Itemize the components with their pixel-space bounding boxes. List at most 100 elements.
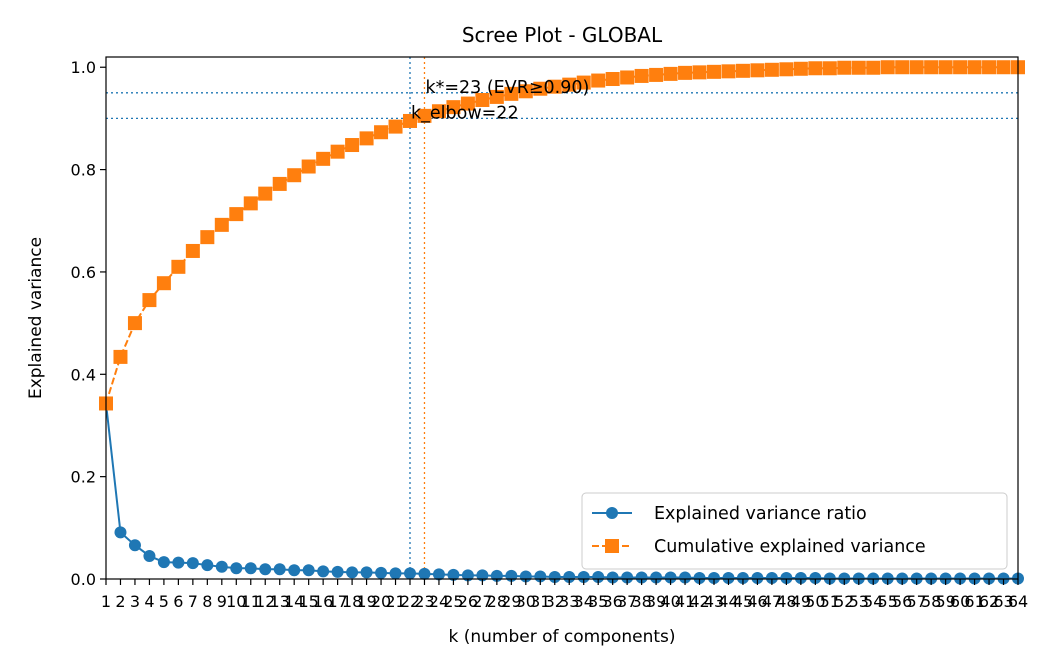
x-tick-label-3: 3 xyxy=(130,592,140,611)
data-point-cumulative-41 xyxy=(678,65,693,80)
data-point-ratio-25 xyxy=(447,568,460,581)
data-point-cumulative-12 xyxy=(258,186,273,201)
data-point-cumulative-21 xyxy=(388,119,403,134)
x-tick-label-43: 43 xyxy=(704,592,724,611)
y-axis-title: Explained variance xyxy=(26,237,46,399)
x-tick-label-23: 23 xyxy=(414,592,434,611)
data-point-cumulative-10 xyxy=(229,207,244,222)
x-tick-label-55: 55 xyxy=(878,592,898,611)
data-point-ratio-12 xyxy=(259,563,272,576)
x-tick-label-11: 11 xyxy=(241,592,261,611)
data-point-cumulative-51 xyxy=(822,61,837,76)
data-point-cumulative-32 xyxy=(547,79,562,94)
data-point-cumulative-40 xyxy=(663,66,678,81)
data-point-cumulative-59 xyxy=(938,60,953,75)
x-tick-label-15: 15 xyxy=(298,592,318,611)
data-point-cumulative-42 xyxy=(692,65,707,80)
data-point-cumulative-16 xyxy=(316,151,331,166)
x-tick-label-36: 36 xyxy=(602,592,622,611)
data-point-cumulative-52 xyxy=(837,60,852,75)
legend-label-explained-variance-ratio: Explained variance ratio xyxy=(654,504,867,524)
x-tick-label-41: 41 xyxy=(675,592,695,611)
plot-frame xyxy=(105,56,1019,580)
x-tick-label-61: 61 xyxy=(964,592,984,611)
x-tick-label-28: 28 xyxy=(487,592,507,611)
data-point-cumulative-58 xyxy=(924,60,939,75)
data-point-cumulative-2 xyxy=(113,349,128,364)
x-tick-label-50: 50 xyxy=(805,592,825,611)
x-tick-label-64: 64 xyxy=(1008,592,1028,611)
x-tick-label-5: 5 xyxy=(159,592,169,611)
data-point-ratio-43 xyxy=(708,571,720,584)
x-tick-label-24: 24 xyxy=(429,592,449,611)
x-tick-label-25: 25 xyxy=(443,592,463,611)
x-tick-label-7: 7 xyxy=(188,592,198,611)
data-point-cumulative-47 xyxy=(764,62,779,77)
data-point-cumulative-4 xyxy=(142,293,157,308)
data-point-ratio-9 xyxy=(215,560,228,573)
x-tick-label-33: 33 xyxy=(559,592,579,611)
annotation-k-elbow: k_elbow=22 xyxy=(411,103,519,123)
x-tick-label-35: 35 xyxy=(588,592,608,611)
x-tick-label-58: 58 xyxy=(921,592,941,611)
data-point-ratio-40 xyxy=(664,571,677,584)
x-tick-label-60: 60 xyxy=(950,592,970,611)
x-tick-label-63: 63 xyxy=(993,592,1013,611)
data-point-cumulative-62 xyxy=(982,60,997,75)
data-point-ratio-41 xyxy=(679,571,692,584)
chart-title: Scree Plot - GLOBAL xyxy=(462,23,663,47)
legend-marker-square xyxy=(605,539,619,553)
data-point-cumulative-56 xyxy=(895,60,910,75)
x-tick-label-16: 16 xyxy=(313,592,333,611)
data-point-ratio-23 xyxy=(418,567,431,580)
x-tick-label-40: 40 xyxy=(660,592,680,611)
x-tick-label-18: 18 xyxy=(342,592,362,611)
data-point-ratio-2 xyxy=(114,526,127,539)
data-point-ratio-17 xyxy=(331,565,344,578)
data-point-cumulative-46 xyxy=(750,63,765,78)
data-point-ratio-49 xyxy=(794,571,807,584)
x-tick-label-62: 62 xyxy=(979,592,999,611)
data-point-ratio-21 xyxy=(389,567,402,580)
data-point-cumulative-6 xyxy=(171,259,186,274)
x-tick-label-59: 59 xyxy=(935,592,955,611)
data-point-ratio-45 xyxy=(736,571,749,584)
plot-area: k*=23 (EVR≥0.90) k_elbow=22 xyxy=(99,57,1025,585)
data-point-ratio-35 xyxy=(592,570,605,583)
x-tick-label-57: 57 xyxy=(906,592,926,611)
data-point-cumulative-48 xyxy=(779,62,794,77)
x-tick-label-44: 44 xyxy=(718,592,738,611)
x-tick-label-19: 19 xyxy=(356,592,376,611)
x-tick-label-38: 38 xyxy=(631,592,651,611)
data-point-ratio-32 xyxy=(548,570,561,583)
legend-marker-circle xyxy=(606,507,618,519)
data-point-ratio-19 xyxy=(360,566,373,579)
data-point-cumulative-37 xyxy=(620,70,635,85)
data-point-cumulative-30 xyxy=(518,84,533,99)
data-point-ratio-36 xyxy=(606,571,619,584)
data-point-cumulative-34 xyxy=(576,75,591,90)
data-point-cumulative-44 xyxy=(721,64,736,79)
data-point-cumulative-26 xyxy=(460,96,475,111)
data-point-cumulative-20 xyxy=(374,125,389,140)
legend-box xyxy=(581,492,1008,570)
x-tick-label-45: 45 xyxy=(733,592,753,611)
data-point-ratio-11 xyxy=(244,562,257,575)
x-tick-label-20: 20 xyxy=(371,592,391,611)
x-tick-label-39: 39 xyxy=(646,592,666,611)
data-point-cumulative-31 xyxy=(533,81,548,96)
x-tick-label-12: 12 xyxy=(255,592,275,611)
data-point-ratio-14 xyxy=(288,564,301,577)
x-tick-label-49: 49 xyxy=(791,592,811,611)
data-point-ratio-15 xyxy=(302,564,315,577)
x-tick-label-8: 8 xyxy=(202,592,212,611)
data-point-cumulative-11 xyxy=(243,196,258,211)
data-point-ratio-48 xyxy=(780,571,793,584)
x-tick-label-31: 31 xyxy=(530,592,550,611)
data-point-cumulative-54 xyxy=(866,60,881,75)
data-point-ratio-4 xyxy=(143,549,156,562)
data-point-cumulative-55 xyxy=(880,60,895,75)
data-point-cumulative-43 xyxy=(707,64,721,79)
x-tick-label-21: 21 xyxy=(385,592,405,611)
data-point-ratio-5 xyxy=(157,556,170,569)
